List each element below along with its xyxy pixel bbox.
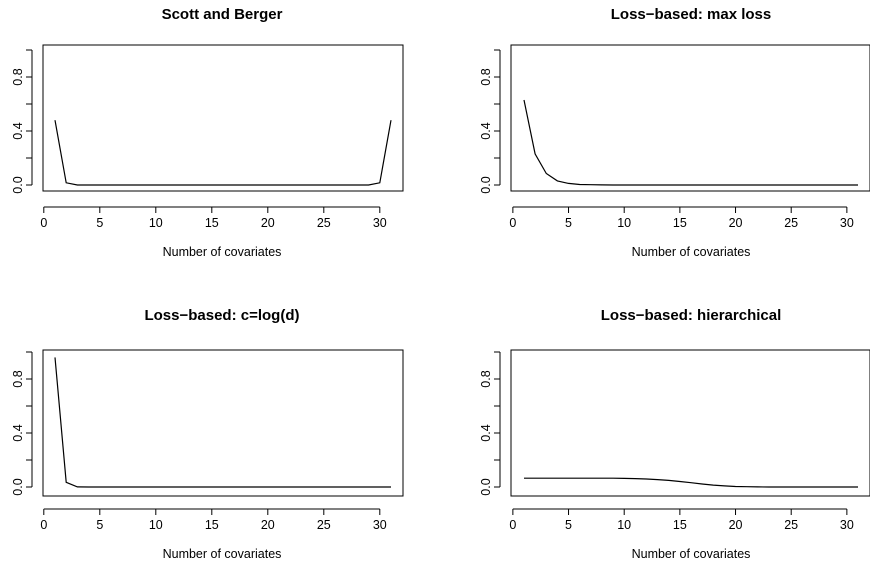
y-tick-label: 0.0 <box>479 176 493 193</box>
panel-title: Loss−based: hierarchical <box>601 307 782 324</box>
panel-title: Scott and Berger <box>162 6 283 23</box>
y-tick-label: 0.4 <box>11 424 25 441</box>
x-tick-label: 30 <box>373 216 387 230</box>
x-tick-label: 25 <box>784 216 798 230</box>
axis-ticks: 0 5 10 15 20 25 30 0.0 0.4 0.8 <box>479 351 854 532</box>
panel-loss-based-c-log-d: Loss−based: c=log(d) 0 5 10 15 20 25 300.00.40… <box>11 307 404 561</box>
plot-frame <box>510 44 870 192</box>
y-tick-label: 0.4 <box>479 424 493 441</box>
x-tick-label: 10 <box>149 518 163 532</box>
x-tick-label: 15 <box>205 216 219 230</box>
y-tick-label: 0.8 <box>11 68 25 85</box>
series <box>524 477 858 488</box>
panel-scott-and-berger: Scott and Berger 0 5 10 15 20 25 30 0.0 0.4 0.8 N… <box>11 6 404 259</box>
x-tick-label: 5 <box>96 216 103 230</box>
y-tick-label: 0.8 <box>479 370 493 387</box>
panel-title: Loss−based: c=log(d) <box>144 307 299 324</box>
x-tick-label: 5 <box>565 518 572 532</box>
x-tick-label: 10 <box>617 216 631 230</box>
y-tick-label: 0.4 <box>11 122 25 139</box>
panel-loss-based-hierarchical: Loss−based: hierarchical 0 5 10 15 20 25 30 0.0… <box>479 307 870 561</box>
x-tick-label: 25 <box>317 216 331 230</box>
y-tick-label: 0.4 <box>479 122 493 139</box>
x-tick-label: 0 <box>40 518 47 532</box>
x-tick-label: 15 <box>673 518 687 532</box>
x-tick-label: 30 <box>840 518 854 532</box>
series <box>54 120 392 186</box>
series-line <box>524 477 858 488</box>
x-tick-label: 20 <box>261 216 275 230</box>
series <box>523 99 858 186</box>
series-line <box>523 99 858 186</box>
x-tick-label: 15 <box>673 216 687 230</box>
axis-ticks: 0 5 10 15 20 25 30 0.0 0.4 0.8 <box>479 49 854 230</box>
plot-frame <box>510 349 870 497</box>
panel-loss-based-max-loss: Loss−based: max loss 0 5 10 15 20 25 300.00.40… <box>479 6 870 259</box>
x-axis-label: Number of covariates <box>632 245 751 259</box>
x-tick-label: 10 <box>149 216 163 230</box>
axis-ticks: 0 5 10 15 20 25 30 0.0 0.4 0.8 <box>11 351 387 532</box>
x-tick-label: 20 <box>729 518 743 532</box>
y-tick-label: 0.8 <box>11 370 25 387</box>
x-tick-label: 30 <box>373 518 387 532</box>
series-line <box>54 357 391 488</box>
x-tick-label: 15 <box>205 518 219 532</box>
x-tick-label: 0 <box>509 518 516 532</box>
x-tick-label: 25 <box>317 518 331 532</box>
panel-title: Loss−based: max loss <box>611 6 772 23</box>
x-tick-label: 20 <box>261 518 275 532</box>
x-tick-label: 5 <box>565 216 572 230</box>
series-line <box>54 120 392 186</box>
y-tick-label: 0.0 <box>11 176 25 193</box>
x-tick-label: 20 <box>729 216 743 230</box>
y-tick-label: 0.8 <box>479 68 493 85</box>
x-tick-label: 25 <box>784 518 798 532</box>
series <box>54 357 391 488</box>
plot-frame <box>42 44 404 192</box>
x-tick-label: 10 <box>617 518 631 532</box>
y-tick-label: 0.0 <box>479 478 493 495</box>
x-axis-label: Number of covariates <box>632 547 751 561</box>
x-tick-label: 0 <box>509 216 516 230</box>
plot-frame <box>42 349 404 497</box>
x-tick-label: 30 <box>840 216 854 230</box>
x-tick-label: 5 <box>96 518 103 532</box>
axis-ticks: 0 5 10 15 20 25 30 0.0 0.4 0.8 <box>11 49 387 230</box>
x-axis-label: Number of covariates <box>163 547 282 561</box>
x-tick-label: 0 <box>40 216 47 230</box>
x-axis-label: Number of covariates <box>163 245 282 259</box>
y-tick-label: 0.0 <box>11 478 25 495</box>
